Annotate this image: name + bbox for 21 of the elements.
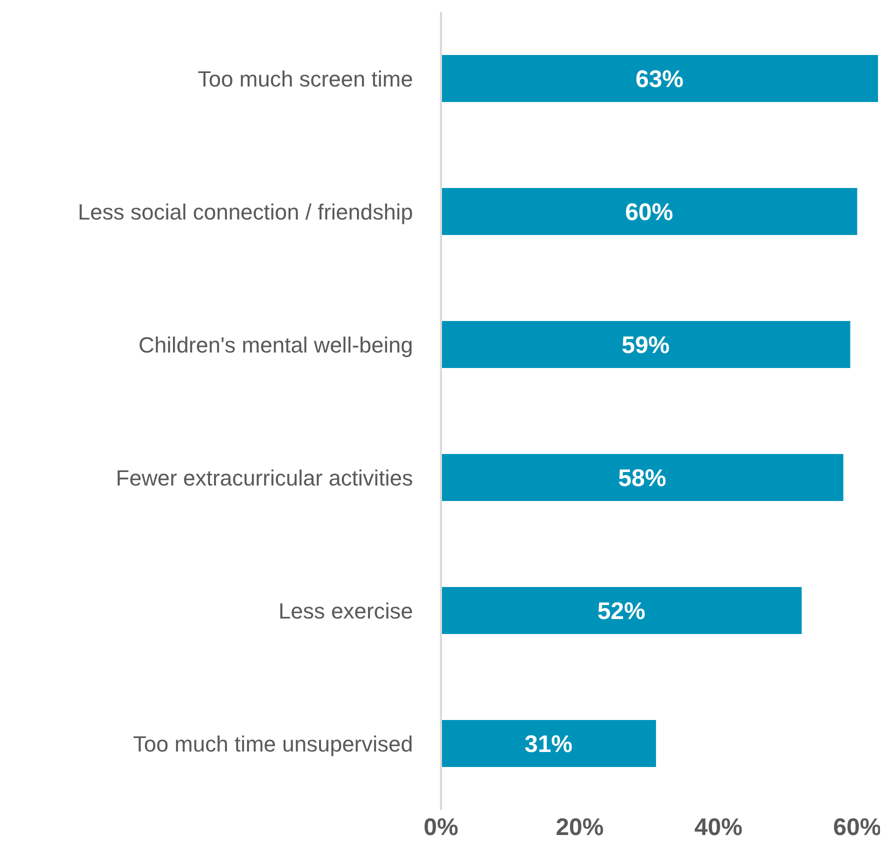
y-tick-label: Too much time unsupervised [132, 731, 413, 756]
y-tick-label: Less exercise [278, 598, 413, 624]
y-tick-label: Children's mental well-being [138, 332, 413, 358]
bar [441, 720, 656, 767]
bar [441, 188, 858, 235]
bar [441, 55, 878, 102]
data-label: 63% [635, 66, 684, 93]
data-label: 59% [622, 332, 670, 359]
data-label: 31% [524, 730, 573, 758]
data-label: 52% [597, 598, 646, 625]
bar [441, 587, 802, 634]
data-label: 58% [618, 464, 666, 492]
x-tick-label: 0% [424, 814, 458, 842]
x-tick-label: 20% [556, 814, 604, 842]
bar [441, 454, 844, 501]
y-tick-label: Fewer extracurricular activities [116, 465, 413, 490]
y-tick-label: Too much screen time [198, 66, 413, 92]
y-tick-label: Less social connection / friendship [78, 199, 413, 224]
data-label: 60% [625, 198, 674, 226]
bar [441, 321, 850, 368]
x-tick-label: 40% [694, 814, 742, 842]
